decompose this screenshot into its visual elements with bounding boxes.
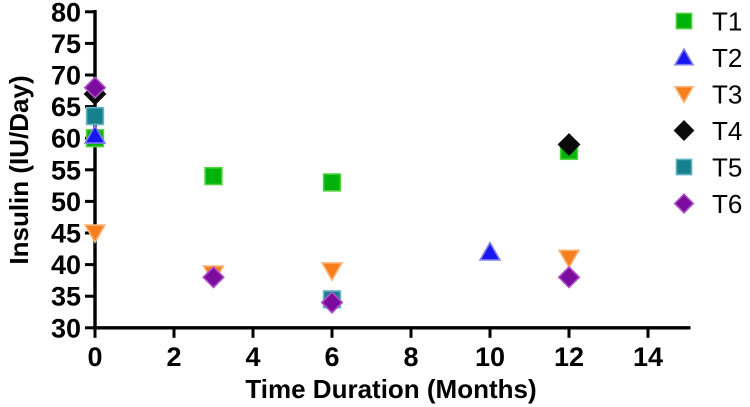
y-tick-label: 50 — [51, 187, 81, 217]
marker-layer — [83, 76, 581, 314]
y-tick-label: 80 — [51, 0, 81, 27]
x-tick-label: 2 — [166, 342, 181, 372]
marker-t6 — [83, 76, 107, 100]
legend: T1 T2 T3 T4 T5 T6 — [673, 7, 742, 219]
legend-marker-t2 — [673, 47, 695, 66]
marker-t3 — [83, 224, 107, 244]
legend-marker-t3 — [673, 85, 695, 104]
legend-label-t6: T6 — [712, 189, 742, 219]
y-tick-label: 55 — [51, 155, 81, 185]
x-tick-label: 0 — [87, 342, 102, 372]
y-tick-label: 65 — [51, 92, 81, 122]
x-tick-label: 4 — [245, 342, 260, 372]
x-axis-title: Time Duration (Months) — [245, 374, 536, 404]
y-tick-label: 75 — [51, 29, 81, 59]
legend-label-t3: T3 — [712, 80, 742, 110]
x-tick-label: 14 — [633, 342, 663, 372]
legend-marker-t1 — [675, 12, 693, 30]
marker-t6 — [202, 265, 225, 289]
y-tick-label: 60 — [51, 124, 81, 154]
legend-label-t5: T5 — [712, 153, 742, 183]
y-tick-label: 35 — [51, 282, 81, 312]
marker-t6 — [320, 291, 344, 314]
marker-t3 — [320, 262, 344, 282]
x-tick-label: 10 — [475, 342, 505, 372]
legend-label-t2: T2 — [712, 43, 742, 73]
x-tick-label: 6 — [324, 342, 339, 372]
legend-label-t1: T1 — [712, 7, 742, 37]
legend-marker-t5 — [675, 158, 693, 176]
marker-t2 — [83, 124, 107, 144]
marker-t1 — [204, 166, 223, 186]
marker-t4 — [557, 133, 581, 156]
y-axis-title: Insulin (IU/Day) — [4, 75, 34, 264]
legend-marker-t4 — [673, 120, 695, 141]
y-tick-label: 70 — [51, 61, 81, 91]
y-tick-label: 30 — [51, 313, 81, 343]
x-tick-label: 8 — [403, 342, 418, 372]
marker-t5 — [85, 106, 105, 126]
y-tick-label: 40 — [51, 250, 81, 280]
marker-t6 — [557, 265, 581, 289]
x-tick-label: 12 — [554, 342, 584, 372]
marker-t1 — [322, 173, 342, 192]
legend-marker-t6 — [673, 193, 695, 214]
marker-t2 — [478, 241, 502, 261]
marker-t3 — [557, 249, 581, 270]
y-tick-label: 45 — [51, 219, 81, 249]
legend-label-t4: T4 — [712, 116, 742, 146]
